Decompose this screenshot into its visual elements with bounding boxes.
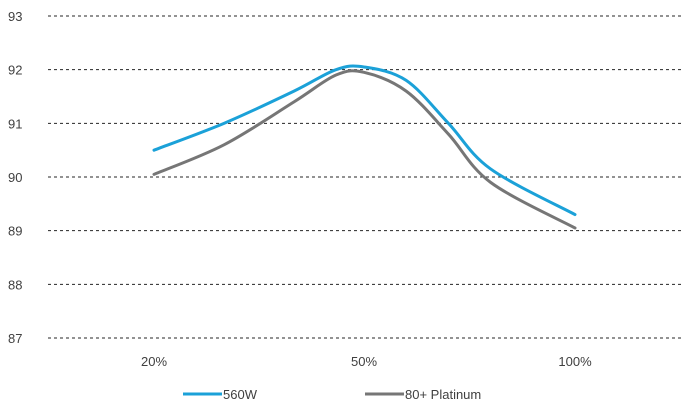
legend: 560W 80+ Platinum bbox=[183, 387, 481, 402]
series-lines bbox=[152, 64, 577, 230]
legend-label-80plus-platinum: 80+ Platinum bbox=[405, 387, 481, 402]
y-tick-label-91: 91 bbox=[8, 116, 22, 131]
legend-label-560w: 560W bbox=[223, 387, 258, 402]
series-line-80plus-platinum bbox=[152, 69, 577, 230]
x-tick-label-20: 20% bbox=[141, 354, 167, 369]
x-tick-label-50: 50% bbox=[351, 354, 377, 369]
y-tick-label-89: 89 bbox=[8, 224, 22, 239]
y-tick-label-93: 93 bbox=[8, 9, 22, 24]
series-line-560w bbox=[152, 64, 577, 217]
x-tick-label-100: 100% bbox=[558, 354, 592, 369]
y-tick-label-92: 92 bbox=[8, 63, 22, 78]
y-tick-label-88: 88 bbox=[8, 277, 22, 292]
y-tick-label-87: 87 bbox=[8, 331, 22, 346]
y-tick-label-90: 90 bbox=[8, 170, 22, 185]
x-axis-tick-labels: 20% 50% 100% bbox=[141, 354, 592, 369]
grid-lines bbox=[48, 15, 682, 339]
y-axis-tick-labels: 87 88 89 90 91 92 93 bbox=[8, 9, 22, 346]
